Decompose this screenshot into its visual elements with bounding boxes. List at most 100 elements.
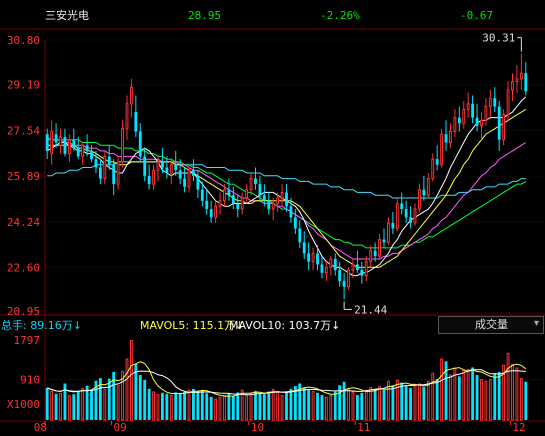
candle-body	[169, 164, 173, 174]
volume-bar	[493, 373, 497, 420]
volume-bar	[298, 383, 302, 420]
volume-bar	[94, 380, 98, 420]
volume-bar	[45, 387, 49, 420]
candle-body	[426, 178, 430, 196]
volume-bar	[387, 380, 390, 421]
grid	[0, 28, 545, 425]
candle-body	[174, 164, 178, 171]
candle-body	[121, 128, 124, 163]
candle-body	[302, 242, 306, 254]
volume-bar	[63, 383, 67, 420]
volume-bar	[81, 387, 85, 421]
volume-bar	[236, 392, 240, 420]
candle-body	[431, 158, 435, 180]
volume-bar	[378, 386, 381, 421]
volume-bar	[240, 389, 244, 421]
candle-body	[311, 252, 315, 263]
candle-body	[462, 108, 466, 124]
candle-body	[129, 86, 133, 105]
volume-bar	[178, 393, 182, 420]
candle-body	[502, 114, 506, 141]
volume-bar	[227, 393, 231, 420]
volume-bar	[373, 388, 377, 420]
volume-bar	[320, 395, 324, 420]
change-percent: -2.26%	[320, 9, 360, 22]
candle-body	[453, 117, 457, 132]
volume-bar	[254, 391, 257, 420]
candle-body	[418, 189, 421, 210]
candle-body	[152, 169, 155, 185]
volume-bar	[214, 398, 218, 421]
volume-bar	[165, 393, 169, 420]
candle-body	[200, 189, 204, 201]
volume-bar	[245, 395, 249, 421]
volume-bar	[161, 392, 164, 420]
volume-bars	[45, 340, 528, 421]
candle-body	[112, 164, 116, 185]
volume-bar	[342, 381, 346, 420]
indicator-select[interactable]: 成交量 ▾	[438, 316, 544, 334]
volume-bar	[187, 389, 191, 421]
price-tick-label: 30.80	[7, 34, 40, 47]
volume-bar	[280, 395, 284, 421]
candle-body	[223, 189, 226, 202]
volume-tick-label: 910	[20, 373, 40, 386]
volume-bar	[156, 394, 160, 421]
volume-bar	[54, 393, 58, 420]
volume-bar	[307, 389, 311, 420]
candle-body	[369, 250, 373, 263]
candle-body	[125, 103, 129, 130]
volume-bar	[333, 391, 337, 420]
volume-bar	[324, 396, 328, 421]
volume-bar	[67, 395, 71, 421]
candle-body	[258, 184, 262, 196]
candle-body	[63, 137, 67, 154]
candle-body	[480, 119, 483, 127]
candle-body	[192, 170, 195, 176]
candle-body	[227, 189, 231, 196]
volume-bar	[382, 389, 386, 420]
candle-body	[511, 81, 514, 91]
volume-tick-label: X1000	[7, 398, 40, 411]
candle-body	[143, 156, 147, 176]
volume-bar	[302, 387, 306, 420]
candle-body	[76, 148, 80, 157]
volume-bar	[422, 387, 426, 420]
candle-body	[249, 178, 253, 191]
candle-body	[72, 139, 76, 149]
candle-body	[67, 139, 71, 155]
candle-body	[395, 203, 399, 229]
candle-body	[342, 281, 346, 287]
candle-body	[147, 175, 151, 185]
volume-bar	[431, 372, 435, 421]
volume-bar	[183, 391, 186, 420]
candle-body	[289, 206, 293, 218]
candle-body	[378, 239, 381, 257]
annotations: 30.31 21.44	[343, 32, 522, 316]
volume-bar	[90, 389, 93, 420]
volume-bar	[98, 378, 102, 420]
candle-body	[347, 269, 350, 288]
candle-body	[493, 98, 497, 107]
candlesticks	[45, 53, 528, 300]
candle-body	[187, 169, 191, 188]
volume-bar	[249, 392, 253, 421]
candle-body	[382, 239, 386, 243]
candle-body	[103, 155, 107, 180]
volume-bar	[50, 391, 54, 421]
volume-bar	[147, 388, 151, 420]
candle-body	[156, 161, 160, 171]
volume-bar	[152, 391, 155, 421]
candle-body	[324, 266, 328, 274]
volume-bar	[484, 380, 488, 421]
candle-body	[218, 200, 222, 207]
x-tick-label: 08	[34, 421, 47, 434]
volume-bar	[316, 392, 319, 420]
volume-bar	[338, 385, 342, 420]
change-amount: -0.67	[460, 9, 494, 22]
volume-bar	[395, 379, 399, 421]
volume-bar	[426, 380, 430, 421]
candle-body	[373, 250, 377, 257]
volume-bar	[449, 374, 452, 421]
volume-bar	[369, 387, 373, 421]
